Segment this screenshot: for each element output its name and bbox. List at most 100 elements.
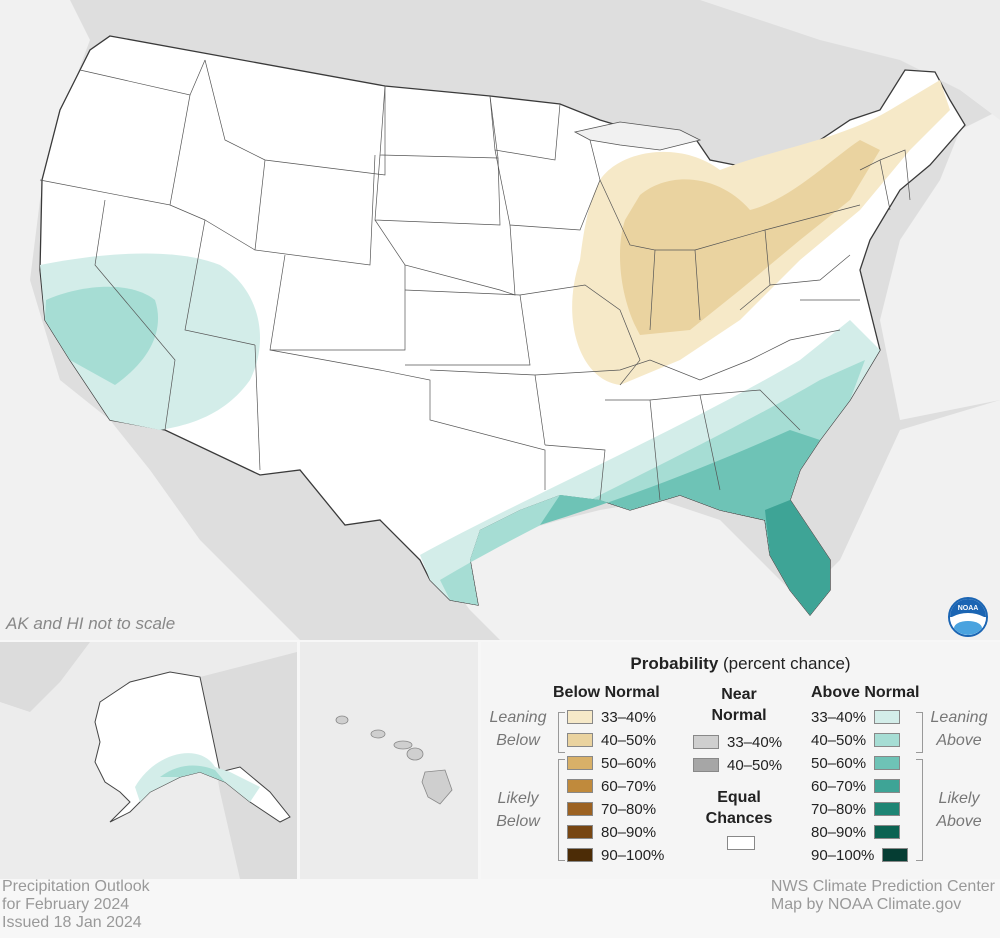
legend-row: 80–90% (567, 823, 656, 841)
molokai-island (393, 740, 413, 750)
hudson-region (700, 0, 1000, 120)
legend-swatch (567, 848, 593, 862)
legend-row: 33–40% (693, 733, 782, 751)
legend-range-label: 50–60% (601, 754, 657, 772)
legend-swatch (874, 825, 901, 839)
likely-above-label-1: Likely (938, 790, 980, 807)
legend-swatch (567, 710, 593, 724)
outlook-caption: Precipitation Outlook for February 2024 … (2, 878, 150, 932)
legend-swatch (693, 735, 719, 749)
leaning-above-label-1: Leaning (930, 709, 988, 726)
leaning-below-label: Leaning Below (487, 706, 549, 752)
likely-above-bracket (916, 759, 923, 861)
legend-swatch (874, 802, 901, 816)
pacific-ocean (0, 0, 300, 640)
outlook-caption-line-1: Precipitation Outlook (2, 878, 150, 895)
legend-row: 33–40% (567, 708, 656, 726)
legend-range-label: 33–40% (727, 733, 783, 751)
likely-below-label: Likely Below (487, 787, 549, 833)
legend-row: 90–100% (811, 846, 909, 864)
conus-map: NOAA (0, 0, 1000, 640)
legend-row: 80–90% (811, 823, 901, 841)
big-island (421, 769, 453, 805)
likely-below-label-2: Below (496, 813, 540, 830)
legend-swatch (874, 710, 901, 724)
equal-chances-heading-1: Equal (717, 789, 761, 806)
legend-swatch (567, 756, 593, 770)
legend-row: 90–100% (567, 846, 664, 864)
legend-title-rest: (percent chance) (718, 654, 851, 673)
legend-range-label: 33–40% (811, 708, 867, 726)
kauai-island (335, 715, 349, 725)
legend-row: 70–80% (567, 800, 656, 818)
leaning-above-label-2: Above (936, 732, 982, 749)
leaning-above-bracket (916, 712, 923, 753)
leaning-above-label: Leaning Above (927, 706, 991, 752)
outlook-caption-line-2: for February 2024 (2, 896, 130, 913)
legend-range-label: 90–100% (811, 846, 875, 864)
legend-swatch (567, 802, 593, 816)
equal-chances-swatch (727, 836, 755, 850)
legend-title: Probability (percent chance) (481, 654, 1000, 674)
likely-below-bracket (558, 759, 565, 861)
credit-caption-line-2: Map by NOAA Climate.gov (770, 896, 962, 913)
likely-above-label-2: Above (936, 813, 982, 830)
legend: Probability (percent chance) Below Norma… (481, 642, 1000, 879)
legend-swatch (874, 779, 901, 793)
oahu-island (370, 729, 386, 739)
alaska-above-leaning-40-50 (160, 765, 225, 782)
legend-row: 50–60% (567, 754, 656, 772)
leaning-below-label-2: Below (496, 732, 540, 749)
credit-caption-line-1: NWS Climate Prediction Center (770, 878, 995, 895)
legend-range-label: 90–100% (601, 846, 665, 864)
above-normal-heading: Above Normal (811, 684, 920, 701)
legend-range-label: 40–50% (727, 756, 783, 774)
legend-row: 33–40% (811, 708, 901, 726)
siberia (0, 642, 90, 712)
state-borders (39, 59, 911, 501)
legend-range-label: 80–90% (601, 823, 657, 841)
conus-map-svg (0, 0, 1000, 640)
hawaii-ocean (300, 642, 478, 879)
gulf-atlantic-ocean (420, 400, 1000, 640)
alaska-map-svg (0, 642, 297, 879)
below-leaning-40-50 (620, 140, 880, 335)
legend-row: 40–50% (567, 731, 656, 749)
legend-swatch (874, 733, 901, 747)
noaa-logo: NOAA (948, 597, 988, 637)
legend-swatch (693, 758, 719, 772)
likely-above-label: Likely Above (927, 787, 991, 833)
likely-below-label-1: Likely (497, 790, 539, 807)
legend-range-label: 70–80% (601, 800, 657, 818)
legend-row: 40–50% (811, 731, 901, 749)
legend-swatch (567, 779, 593, 793)
legend-range-label: 80–90% (811, 823, 867, 841)
canada-yukon (200, 652, 297, 879)
lake-superior (573, 121, 702, 151)
above-likely-50-60-southeast (540, 430, 830, 615)
hawaii-map-svg (300, 642, 478, 879)
leaning-below-bracket (558, 712, 565, 753)
legend-range-label: 33–40% (601, 708, 657, 726)
legend-swatch (874, 756, 901, 770)
below-normal-heading: Below Normal (553, 684, 660, 701)
legend-row: 70–80% (811, 800, 901, 818)
legend-row: 60–70% (811, 777, 901, 795)
above-leaning-33-40-southeast (420, 320, 880, 615)
leaning-below-label-1: Leaning (489, 709, 547, 726)
legend-range-label: 60–70% (601, 777, 657, 795)
above-leaning-40-50-west (45, 286, 159, 385)
near-normal-heading-2: Normal (711, 707, 767, 724)
legend-swatch (567, 733, 593, 747)
legend-range-label: 70–80% (811, 800, 867, 818)
equal-chances-heading-2: Chances (705, 810, 773, 827)
legend-range-label: 50–60% (811, 754, 867, 772)
near-normal-heading-1: Near (721, 686, 757, 703)
maui-island (406, 747, 424, 761)
noaa-logo-text: NOAA (957, 605, 979, 612)
legend-swatch (567, 825, 593, 839)
legend-row: 50–60% (811, 754, 901, 772)
legend-title-bold: Probability (630, 654, 719, 673)
alaska-above-leaning-33-40 (135, 753, 260, 802)
equal-chances-heading: Equal Chances (701, 787, 777, 829)
